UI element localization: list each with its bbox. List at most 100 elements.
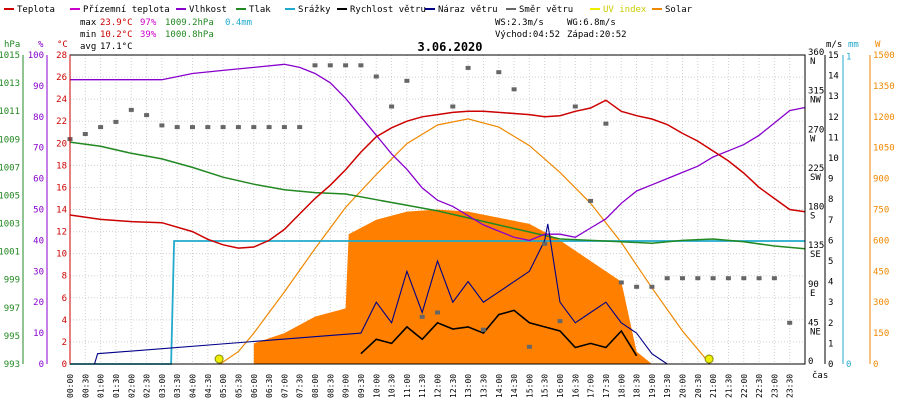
tick-x: 15:30 <box>541 374 550 398</box>
wind-dir-point <box>389 104 395 109</box>
wind-dir-point <box>312 63 318 68</box>
tick-hpa: 1007 <box>0 163 20 173</box>
stat-max-temp: 23.9°C <box>100 18 133 28</box>
wind-dir-point <box>128 107 134 112</box>
legend-label: Náraz větru <box>438 5 498 15</box>
tick-x: 18:30 <box>633 374 642 398</box>
tick-w: 300 <box>873 298 889 308</box>
tick-dir-name: SE <box>810 250 821 260</box>
tick-w: 150 <box>873 329 889 339</box>
tick-w: 1050 <box>873 144 895 154</box>
tick-c: 22 <box>56 117 67 127</box>
wind-dir-point <box>725 276 731 281</box>
tick-x: 02:30 <box>143 374 152 398</box>
stat-max-label: max <box>80 18 97 28</box>
tick-dir: 90 <box>808 280 819 290</box>
stat-min-hum: 39% <box>140 30 157 40</box>
tick-dir: 0 <box>808 357 813 367</box>
wind-dir-point <box>235 125 241 130</box>
axis-c-label: °C <box>57 40 68 50</box>
wind-dir-point <box>404 78 410 83</box>
tick-w: 900 <box>873 175 889 185</box>
tick-ms: 7 <box>828 216 833 226</box>
tick-hpa: 995 <box>4 332 20 342</box>
tick-x: 04:00 <box>189 374 198 398</box>
tick-c: 28 <box>56 51 67 61</box>
wind-dir-point <box>649 284 655 289</box>
wind-dir-point <box>557 319 563 324</box>
tick-w: 1500 <box>873 51 895 61</box>
tick-dir: 180 <box>808 203 824 213</box>
tick-x: 22:30 <box>755 374 764 398</box>
tick-mm: 1 <box>846 53 851 63</box>
tick-x: 15:00 <box>525 374 534 398</box>
stat-max-hum: 97% <box>140 18 157 28</box>
tick-x: 09:00 <box>342 374 351 398</box>
wind-speed-line <box>360 309 638 357</box>
tick-w: 1350 <box>873 82 895 92</box>
tick-hpa: 1003 <box>0 220 20 230</box>
temperature-line <box>69 99 806 249</box>
tick-x: 11:30 <box>418 374 427 398</box>
chart-title: 3.06.2020 <box>417 40 482 54</box>
plot-area <box>67 63 806 365</box>
stat-ws: WS:2.3m/s <box>495 18 544 28</box>
wind-dir-point <box>542 241 548 246</box>
wind-dir-point <box>144 113 150 118</box>
wind-dir-point <box>82 132 88 136</box>
wind-dir-point <box>419 314 425 319</box>
tick-x: 19:00 <box>648 374 657 398</box>
tick-c: 16 <box>56 183 67 193</box>
wind-dir-point <box>572 104 578 109</box>
tick-x: 17:00 <box>587 374 596 398</box>
wind-dir-point <box>358 63 364 68</box>
tick-x: 14:30 <box>510 374 519 398</box>
tick-pct: 40 <box>33 236 44 246</box>
wind-dir-point <box>190 125 195 130</box>
solar-line <box>219 118 711 365</box>
wind-dir-point <box>741 276 747 281</box>
tick-dir: 225 <box>808 164 824 174</box>
tick-x: 11:00 <box>403 374 412 398</box>
tick-ms: 14 <box>828 72 839 82</box>
tick-w: 450 <box>873 267 889 277</box>
sun-marker <box>704 354 714 364</box>
tick-hpa: 1001 <box>0 248 20 258</box>
wind-dir-point <box>771 276 777 281</box>
wind-dir-point <box>450 104 456 109</box>
wind-dir-point <box>220 125 226 130</box>
tick-dir: 270 <box>808 125 824 135</box>
tick-c: 18 <box>56 161 67 171</box>
wind-dir-point <box>756 276 762 281</box>
tick-x: 05:30 <box>234 374 243 398</box>
wind-dir-point <box>634 284 640 289</box>
tick-ms: 6 <box>828 236 833 246</box>
tick-pct: 60 <box>33 175 44 185</box>
wind-dir-point <box>511 87 517 92</box>
tick-pct: 20 <box>33 298 44 308</box>
wind-dir-point <box>695 276 701 281</box>
tick-c: 20 <box>56 139 67 149</box>
tick-x: 22:00 <box>740 374 749 398</box>
tick-dir: 315 <box>808 87 824 97</box>
tick-hpa: 999 <box>4 276 20 286</box>
tick-x: 13:30 <box>479 374 488 398</box>
tick-x: 10:00 <box>372 374 381 398</box>
tick-dir: 135 <box>808 241 824 251</box>
tick-ms: 12 <box>828 113 839 123</box>
stat-max-press: 1009.2hPa <box>165 18 214 28</box>
axis-x-label: čas <box>812 370 828 381</box>
stat-sunset: Západ:20:52 <box>567 30 627 40</box>
tick-dir: 360 <box>808 48 824 58</box>
tick-ms: 10 <box>828 154 839 164</box>
axis-w-label: W <box>875 40 881 50</box>
wind-dir-point <box>113 119 119 124</box>
tick-c: 8 <box>62 272 67 282</box>
tick-pct: 100 <box>28 51 44 61</box>
tick-ms: 5 <box>828 257 833 267</box>
tick-ms: 13 <box>828 92 839 102</box>
tick-hpa: 1015 <box>0 51 20 61</box>
tick-mm: 0 <box>846 360 851 370</box>
tick-w: 1200 <box>873 113 895 123</box>
wind-dir-point <box>664 276 670 281</box>
